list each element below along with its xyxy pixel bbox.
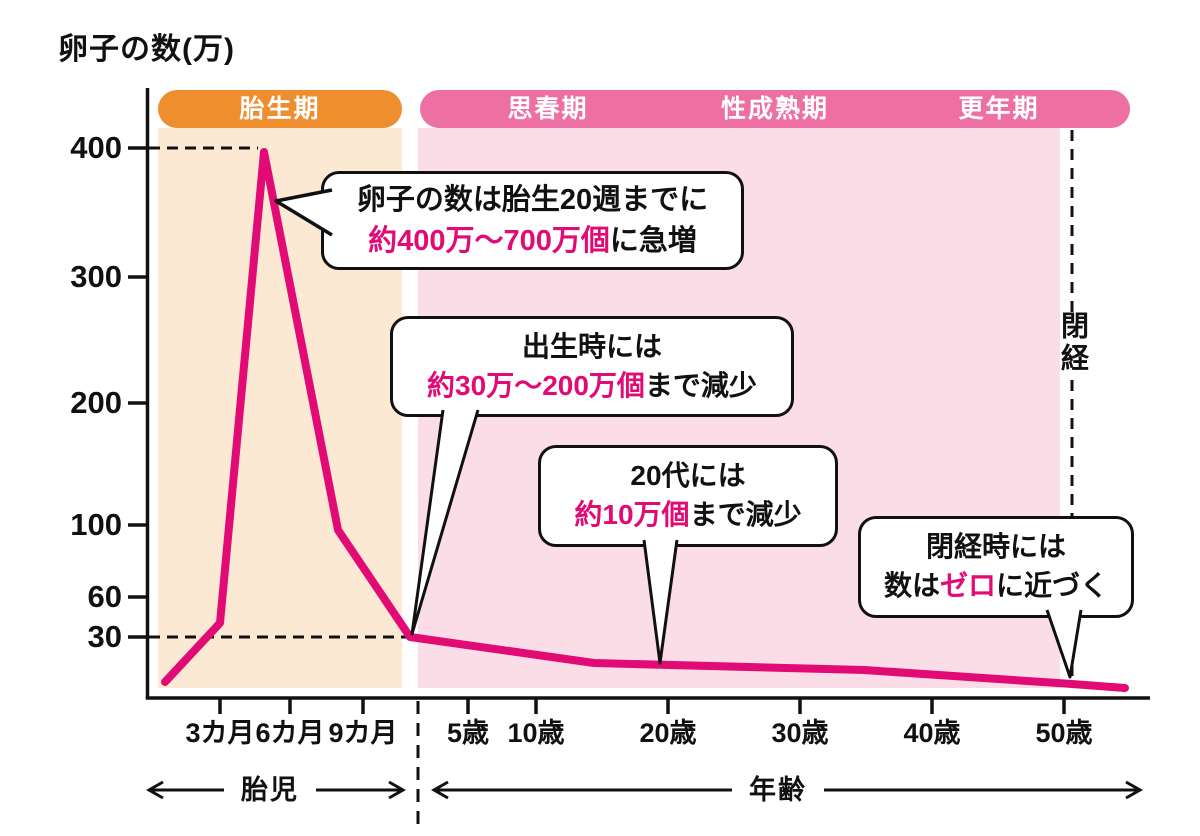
callout-fetal-peak: 卵子の数は胎生20週までに 約400万～700万個に急増 xyxy=(321,171,744,270)
callout-menopause-line2: 数はゼロに近づく xyxy=(883,570,1109,601)
egg-count-curve xyxy=(161,148,1129,692)
y-tick-200: 200 xyxy=(70,385,122,420)
fetal-period-label: 胎生期 xyxy=(239,95,321,123)
x-tick-10years: 10歳 xyxy=(507,718,565,748)
x-tick-50years: 50歳 xyxy=(1035,718,1093,748)
menopause-marker-label: 閉経 xyxy=(1058,311,1089,375)
x-tick-40years: 40歳 xyxy=(903,718,961,748)
y-tick-30: 30 xyxy=(87,619,122,654)
x-tick-6months: 6カ月 xyxy=(255,718,325,748)
chart-title: 卵子の数(万) xyxy=(58,33,235,66)
x-tick-9months: 9カ月 xyxy=(328,718,398,748)
x-tick-5years: 5歳 xyxy=(446,718,490,748)
climacteric-label: 更年期 xyxy=(958,95,1040,123)
callout-at-birth-line2: 約30万～200万個まで減少 xyxy=(427,369,757,401)
x-tick-30years: 30歳 xyxy=(771,718,829,748)
y-tick-300: 300 xyxy=(70,259,122,294)
callout-twenties: 20代には 約10万個まで減少 xyxy=(538,445,838,547)
y-tick-100: 100 xyxy=(70,507,122,542)
y-axis-ticks xyxy=(128,146,147,639)
callout-fetal-peak-line1: 卵子の数は胎生20週までに xyxy=(356,184,709,217)
callout-fetal-peak-line2: 約400万～700万個に急増 xyxy=(368,224,697,257)
puberty-label: 思春期 xyxy=(507,95,589,123)
callout-menopause: 閉経時には 数はゼロに近づく xyxy=(858,516,1134,618)
x-tick-20years: 20歳 xyxy=(639,718,697,748)
age-group-label: 年齢 xyxy=(732,771,824,809)
callout-twenties-line2: 約10万個まで減少 xyxy=(574,499,802,530)
x-tick-3months: 3カ月 xyxy=(185,718,255,748)
callout-at-birth-line1: 出生時には xyxy=(521,330,662,362)
y-tick-400: 400 xyxy=(70,130,122,165)
x-axis-ticks xyxy=(218,698,1066,714)
fetal-period-band: 胎生期 xyxy=(158,90,402,128)
maturity-label: 性成熟期 xyxy=(720,95,829,123)
callout-twenties-line1: 20代には xyxy=(630,460,746,492)
callout-at-birth: 出生時には 約30万～200万個まで減少 xyxy=(390,316,794,417)
y-tick-60: 60 xyxy=(87,579,122,614)
callout-menopause-line1: 閉経時には xyxy=(925,531,1066,563)
fetus-group-label: 胎児 xyxy=(224,771,316,809)
life-stage-band: 思春期 性成熟期 更年期 xyxy=(420,90,1130,128)
